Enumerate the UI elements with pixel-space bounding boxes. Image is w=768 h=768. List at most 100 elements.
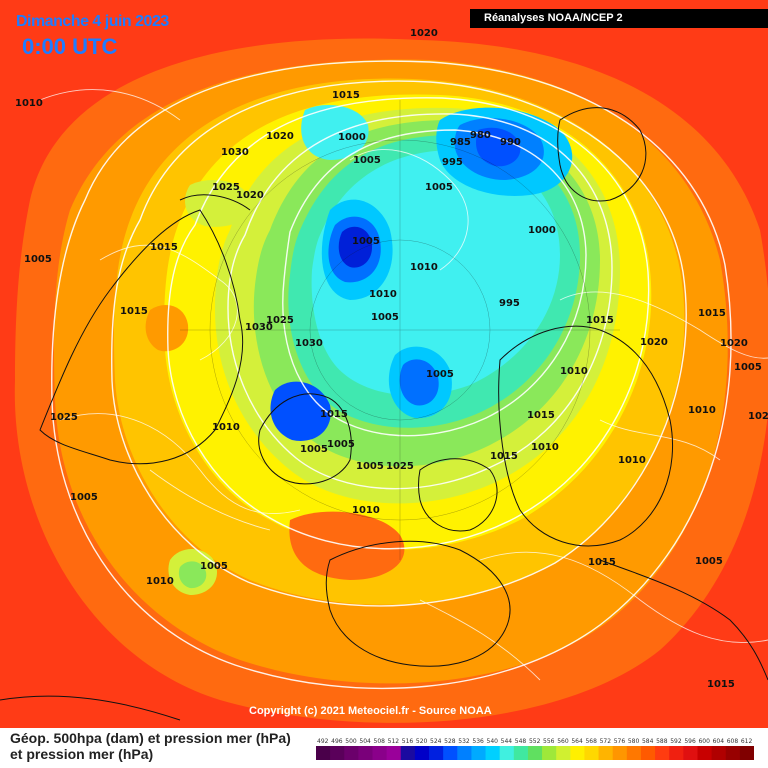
scale-tick-label: 600 <box>698 738 710 745</box>
isobar-label: 1010 <box>531 442 559 453</box>
scale-swatch <box>626 746 642 760</box>
scale-tick-label: 576 <box>614 738 626 745</box>
isobar-label: 1010 <box>369 289 397 300</box>
scale-swatch <box>499 746 515 760</box>
isobar-label: 1025 <box>212 182 240 193</box>
scale-swatch <box>358 746 374 760</box>
isobar-label: 1015 <box>120 306 148 317</box>
isobar-label: 1005 <box>695 556 723 567</box>
scale-swatch <box>400 746 416 760</box>
scale-swatch <box>330 746 345 760</box>
scale-tick-label: 552 <box>529 738 541 745</box>
scale-swatch <box>386 746 402 760</box>
isobar-label: 1015 <box>586 315 614 326</box>
isobar-label: 1005 <box>327 439 355 450</box>
isobar-label: 1010 <box>146 576 174 587</box>
scale-swatch <box>414 746 430 760</box>
isobar-label: 1030 <box>295 338 323 349</box>
isobar-label: 1025 <box>50 412 78 423</box>
map-date: Dimanche 4 juin 2023 <box>16 13 169 30</box>
coastlines <box>0 107 768 721</box>
isobar-label: 1015 <box>332 90 360 101</box>
isobar-label: 1015 <box>698 308 726 319</box>
scale-swatch <box>485 746 501 760</box>
scale-tick-label: 612 <box>741 738 753 745</box>
scale-swatch <box>471 746 487 760</box>
scale-swatch <box>612 746 628 760</box>
graticule <box>180 100 620 560</box>
isobar-label: 1010 <box>15 98 43 109</box>
scale-tick-label: 508 <box>374 738 386 745</box>
isobar-label: 1005 <box>300 444 328 455</box>
scale-swatch <box>443 746 458 760</box>
isobar-label: 990 <box>500 137 521 148</box>
isobar-label: 980 <box>470 130 491 141</box>
isobar-label: 1015 <box>490 451 518 462</box>
isobar-label: 1020 <box>748 411 768 422</box>
scale-swatch <box>556 746 571 760</box>
isobar-label: 1005 <box>425 182 453 193</box>
isobar-label: 1005 <box>371 312 399 323</box>
isobar-label: 1015 <box>150 242 178 253</box>
isobar-label: 1010 <box>560 366 588 377</box>
scale-tick-label: 568 <box>585 738 597 745</box>
scale-swatch <box>570 746 585 760</box>
isobar-label: 1005 <box>356 461 384 472</box>
scale-swatch <box>527 746 543 760</box>
isobar-label: 1015 <box>527 410 555 421</box>
scale-tick-label: 528 <box>444 738 456 745</box>
scale-tick-label: 520 <box>416 738 428 745</box>
isobar-label: 1010 <box>212 422 240 433</box>
scale-tick-label: 564 <box>571 738 583 745</box>
scale-swatch <box>344 746 359 760</box>
scale-swatch <box>429 746 444 760</box>
pressure-isobars <box>39 89 768 681</box>
isobar-label: 1010 <box>410 262 438 273</box>
isobar-label: 995 <box>499 298 520 309</box>
isobar-label: 1015 <box>588 557 616 568</box>
isobar-label: 1000 <box>338 132 366 143</box>
isobar-label: 1010 <box>352 505 380 516</box>
scale-tick-label: 524 <box>430 738 442 745</box>
scale-tick-label: 604 <box>713 738 725 745</box>
isobar-label: 1020 <box>410 28 438 39</box>
scale-swatch <box>640 746 656 760</box>
scale-swatch <box>542 746 557 760</box>
scale-swatch <box>655 746 670 760</box>
scale-tick-label: 580 <box>628 738 640 745</box>
scale-swatch <box>669 746 684 760</box>
isobar-label: 1005 <box>200 561 228 572</box>
scale-tick-label: 608 <box>727 738 739 745</box>
isobar-label: 1005 <box>70 492 98 503</box>
scale-swatch <box>372 746 388 760</box>
source-banner: Réanalyses NOAA/NCEP 2 <box>470 9 768 28</box>
scale-swatch <box>457 746 472 760</box>
isobar-label: 1020 <box>266 131 294 142</box>
scale-swatch <box>711 746 727 760</box>
isobar-label: 995 <box>442 157 463 168</box>
scale-tick-label: 516 <box>402 738 414 745</box>
scale-tick-label: 540 <box>487 738 499 745</box>
isobar-label: 1000 <box>528 225 556 236</box>
scale-tick-label: 584 <box>642 738 654 745</box>
isobar-label: 1005 <box>734 362 762 373</box>
scale-swatch <box>584 746 600 760</box>
legend-title-line2: et pression mer (hPa) <box>10 746 154 762</box>
isobar-label: 1010 <box>688 405 716 416</box>
isobar-label: 1020 <box>720 338 748 349</box>
scale-swatch <box>316 746 331 760</box>
scale-tick-label: 496 <box>331 738 343 745</box>
scale-swatch <box>739 746 754 760</box>
isobar-label: 1030 <box>221 147 249 158</box>
scale-tick-label: 504 <box>359 738 371 745</box>
geopotential-contours <box>51 60 732 690</box>
scale-tick-label: 596 <box>684 738 696 745</box>
scale-tick-label: 556 <box>543 738 555 745</box>
isobar-label: 1005 <box>353 155 381 166</box>
isobar-label: 1005 <box>352 236 380 247</box>
isobar-label: 985 <box>450 137 471 148</box>
isobar-label: 1005 <box>24 254 52 265</box>
